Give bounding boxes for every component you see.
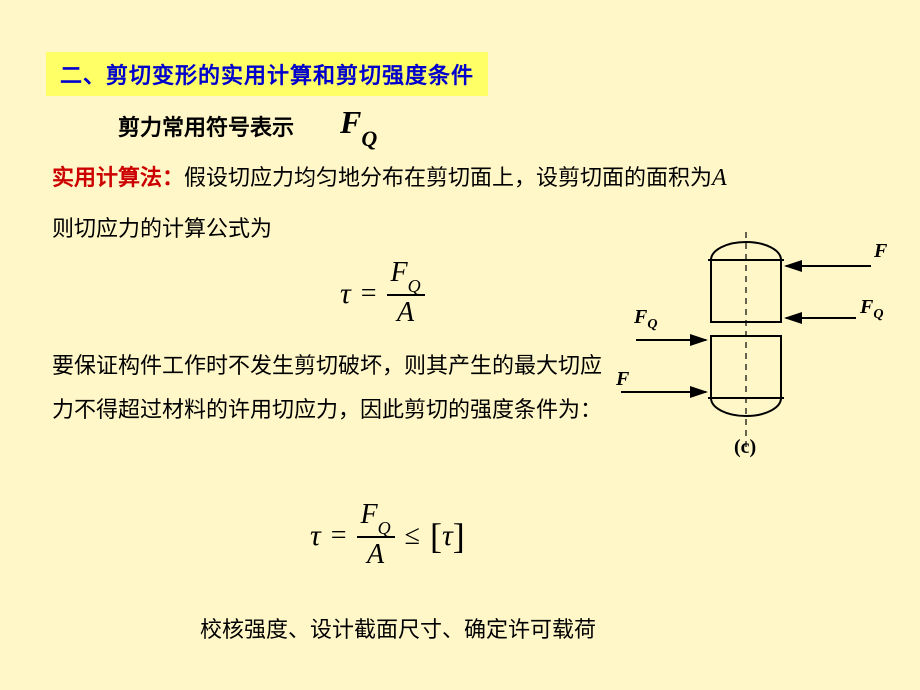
paragraph-assumption: 实用计算法：假设切应力均匀地分布在剪切面上，设剪切面的面积为A — [52, 162, 892, 196]
paragraph-strength-condition: 要保证构件工作时不发生剪切破坏，则其产生的最大切应力不得超过材料的许用切应力，因… — [52, 344, 622, 432]
left-bracket: [ — [430, 515, 442, 557]
area-symbol: A — [712, 165, 727, 191]
paragraph-formula-intro: 则切应力的计算公式为 — [52, 214, 272, 245]
less-equal-sign: ≤ — [405, 520, 420, 552]
tau-symbol-2: τ — [310, 519, 321, 553]
denominator-2: A — [363, 540, 388, 571]
formula-strength-condition: τ = FQ A ≤ [ τ ] — [310, 500, 465, 571]
symbol-f: F — [340, 104, 361, 140]
right-bracket: ] — [453, 515, 465, 557]
applications-list: 校核强度、设计截面尺寸、确定许可载荷 — [200, 612, 596, 644]
label-fq-right: FQ — [860, 296, 883, 323]
denominator: A — [393, 298, 418, 329]
formula-shear-stress: τ = FQ A — [340, 258, 425, 329]
label-fq-left: FQ — [634, 306, 657, 333]
method-label: 实用计算法： — [52, 165, 184, 190]
assumption-text: 假设切应力均匀地分布在剪切面上，设剪切面的面积为 — [184, 165, 712, 190]
tau-symbol: τ — [340, 277, 351, 311]
numerator-2: FQ — [357, 500, 395, 534]
label-f-bottom: F — [616, 368, 629, 391]
label-f-top: F — [874, 240, 887, 263]
symbol-fq: FQ — [340, 104, 377, 146]
equals-sign: = — [361, 278, 377, 310]
numerator: FQ — [387, 258, 425, 292]
equals-sign-2: = — [331, 520, 347, 552]
diagram-svg — [636, 240, 896, 470]
section-title: 二、剪切变形的实用计算和剪切强度条件 — [46, 52, 488, 96]
diagram-caption: (c) — [734, 436, 756, 459]
shear-symbol-intro: 剪力常用符号表示 — [118, 110, 294, 142]
symbol-q-sub: Q — [361, 126, 377, 151]
shear-diagram: F FQ FQ F (c) — [636, 240, 896, 470]
fraction-fq-over-a: FQ A — [387, 258, 425, 329]
fraction-fq-over-a-2: FQ A — [357, 500, 395, 571]
allowable-tau: τ — [442, 519, 453, 553]
